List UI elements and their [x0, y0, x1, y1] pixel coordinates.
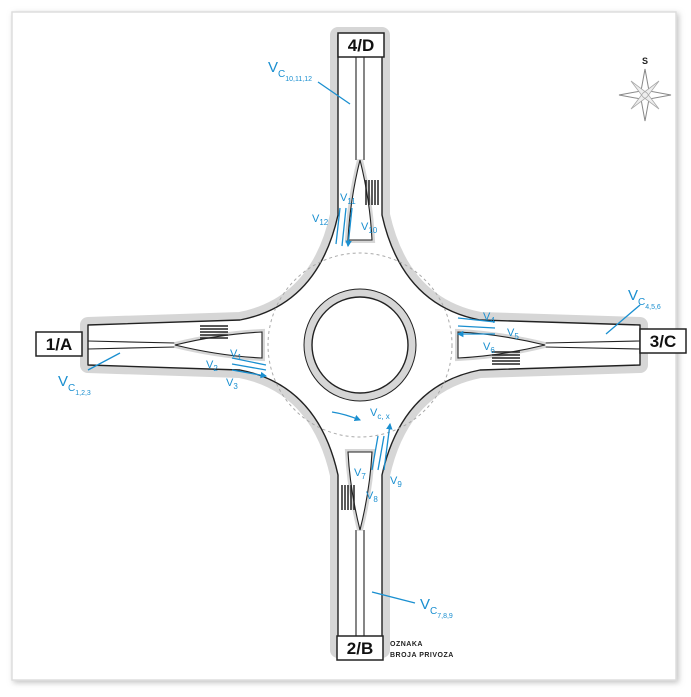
approach-label: 3/C	[650, 332, 676, 351]
legend-line: OZNAKA	[390, 641, 423, 648]
flow-label: V11	[340, 192, 356, 206]
box-3c	[639, 328, 687, 354]
arrow-circulating	[331, 411, 362, 422]
central-island-outer	[303, 288, 417, 402]
approach-label: 4/D	[348, 36, 374, 55]
flow-sub: 10	[368, 226, 377, 235]
west-centerline	[87, 340, 176, 350]
flow-sub: 7	[361, 472, 366, 481]
flow-arrows	[87, 81, 641, 604]
flow-main: V	[361, 221, 369, 233]
crosswalks	[200, 180, 520, 510]
flow-label: V12	[312, 213, 329, 227]
flow-main: V	[370, 407, 378, 419]
compass: S	[618, 56, 672, 122]
flow-label: V4	[483, 311, 495, 325]
flow-subsub: 1,2,3	[75, 390, 91, 397]
flow-label: V6	[483, 341, 495, 355]
flow-label: V3	[226, 377, 238, 391]
flow-sub: 3	[233, 382, 238, 391]
flow-label: V7	[354, 467, 366, 481]
arrows-east	[458, 317, 496, 334]
flow-main: V	[340, 192, 348, 204]
approach-boxes	[35, 32, 687, 661]
flow-sub: C	[68, 383, 75, 394]
flow-label: V5	[507, 327, 519, 341]
flow-sub: 4	[490, 316, 495, 325]
leader	[87, 352, 121, 371]
conflict-flow-label: VC7,8,9	[420, 596, 453, 620]
crosswalk-north	[365, 180, 379, 205]
flow-main: V	[206, 359, 214, 371]
flow-main: V	[312, 213, 320, 225]
flow-main: V	[390, 475, 398, 487]
central-island	[311, 296, 409, 394]
arrows-west	[231, 357, 266, 376]
approach-label: 1/A	[46, 335, 72, 354]
flow-label: V1	[230, 348, 242, 362]
flow-main: V	[483, 341, 491, 353]
flow-label: V9	[390, 475, 402, 489]
flow-main: V	[628, 287, 638, 304]
flow-main: V	[507, 327, 515, 339]
crosswalk-south	[341, 485, 355, 510]
flow-sub: 1	[237, 353, 242, 362]
south-centerline	[355, 530, 365, 650]
flow-sub: C	[638, 297, 645, 308]
flow-sub: 12	[319, 218, 328, 227]
flow-main: V	[483, 311, 491, 323]
flow-sub: c, x	[377, 412, 389, 421]
compass-letter: S	[642, 56, 648, 66]
flow-sub: 2	[213, 364, 218, 373]
flow-subsub: 7,8,9	[437, 613, 453, 620]
flow-main: V	[354, 467, 362, 479]
conflict-flow-label: VC10,11,12	[268, 59, 312, 83]
box-2b	[336, 635, 384, 661]
flow-main: V	[230, 348, 238, 360]
leader	[317, 81, 351, 105]
arrows-north	[335, 207, 352, 246]
conflict-flow-label: VC1,2,3	[58, 373, 91, 397]
legend-line: BROJA PRIVOZA	[390, 652, 454, 659]
leader	[371, 591, 416, 604]
flow-sub: C	[430, 606, 437, 617]
conflict-flow-label: VC4,5,6	[628, 287, 661, 311]
flow-label: V10	[361, 221, 378, 235]
flow-sub: 8	[373, 495, 378, 504]
flow-main: V	[366, 490, 374, 502]
flow-label: V8	[366, 490, 378, 504]
box-4d	[337, 32, 385, 58]
flow-sub: 6	[490, 346, 495, 355]
flow-sub: 5	[514, 332, 519, 341]
east-centerline	[544, 340, 641, 350]
west-island	[174, 331, 263, 359]
flow-sub: C	[278, 69, 285, 80]
flow-label: Vc, x	[370, 407, 390, 421]
leader	[605, 304, 641, 335]
box-1a	[35, 331, 83, 357]
arrows-south	[371, 424, 390, 471]
flow-label: V2	[206, 359, 218, 373]
flow-main: V	[268, 59, 278, 76]
east-island	[457, 331, 546, 359]
crosswalk-west	[200, 325, 228, 339]
ring-dashed	[267, 252, 453, 438]
flow-sub: 11	[347, 197, 356, 206]
flow-main: V	[420, 596, 430, 613]
splitter-islands	[174, 159, 546, 531]
flow-main: V	[58, 373, 68, 390]
crosswalk-east	[492, 351, 520, 365]
flow-subsub: 4,5,6	[645, 304, 661, 311]
flow-sub: 9	[397, 480, 402, 489]
approach-label: 2/B	[347, 639, 373, 658]
flow-main: V	[226, 377, 234, 389]
flow-subsub: 10,11,12	[285, 76, 312, 83]
